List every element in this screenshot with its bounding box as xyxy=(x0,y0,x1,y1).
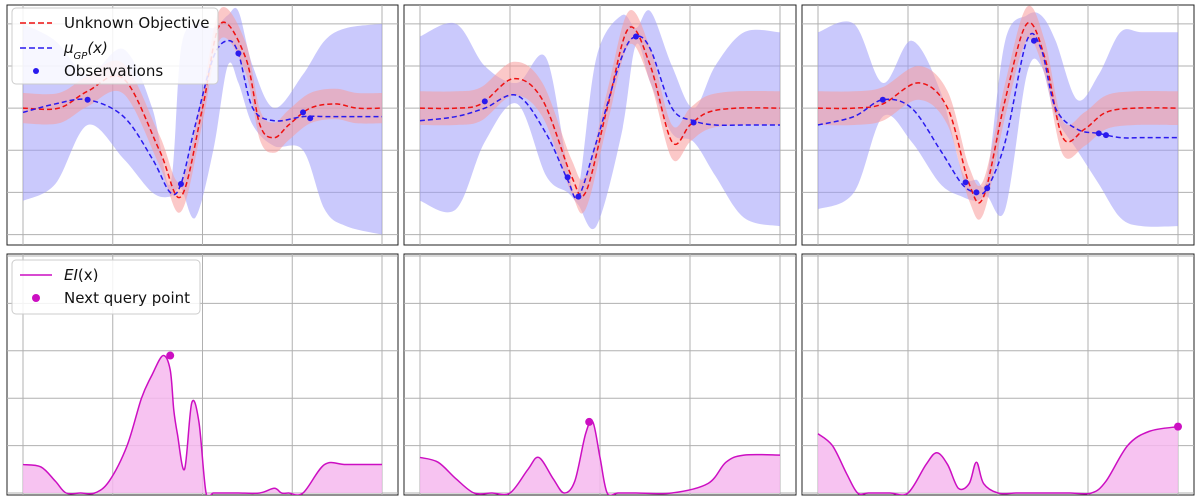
observation-point xyxy=(307,115,314,122)
observation-point xyxy=(1031,37,1037,44)
observation-point xyxy=(690,119,697,126)
objective-noise-band xyxy=(23,7,382,213)
legend-gp-mean-label: μGP(x) xyxy=(63,39,108,62)
legend-gp-mean-subscript: GP xyxy=(74,51,89,62)
panels xyxy=(6,4,1195,496)
next-query-point xyxy=(585,417,594,426)
panel-top-right xyxy=(801,4,1195,246)
panel-bottom-right xyxy=(801,253,1195,496)
legend-next-query-label: Next query point xyxy=(64,289,190,307)
gp-confidence-band xyxy=(420,10,780,230)
legend-bottom: EI(x) Next query point xyxy=(11,259,201,315)
objective-line xyxy=(419,26,781,198)
observation-point xyxy=(235,50,242,57)
legend-gp-mean-symbol: μ xyxy=(63,39,74,57)
next-query-point xyxy=(1174,422,1182,431)
observation-point xyxy=(1095,130,1102,137)
observation-point xyxy=(984,185,991,192)
legend-next-query-swatch xyxy=(32,294,40,302)
legend-ei-symbol: EI xyxy=(64,266,78,284)
legend-gp-mean-arg: (x) xyxy=(87,39,108,57)
panel-plot-area xyxy=(802,5,1194,245)
objective-noise-band xyxy=(818,5,1178,220)
observation-point xyxy=(879,96,886,103)
observation-point xyxy=(177,181,184,187)
panel-plot-area xyxy=(404,5,796,245)
observation-point xyxy=(1103,132,1109,139)
observation-point xyxy=(962,179,969,186)
observation-point xyxy=(84,96,91,103)
panel-plot-area xyxy=(802,254,1194,495)
legend-bottom-box xyxy=(11,259,201,315)
ei-area xyxy=(818,426,1178,495)
observation-point xyxy=(564,174,571,181)
legend-observations-swatch xyxy=(33,68,39,74)
observation-point xyxy=(633,33,639,40)
legend-top-box xyxy=(11,7,219,85)
ei-line xyxy=(419,419,781,495)
panel-top-middle xyxy=(403,4,797,246)
ei-line xyxy=(22,354,382,495)
next-query-point xyxy=(166,351,175,360)
legend-objective-label: Unknown Objective xyxy=(64,14,210,32)
observation-point xyxy=(973,189,980,196)
legend-ei-label: EI(x) xyxy=(64,266,99,284)
legend-top: Unknown Objective μGP(x) Observations xyxy=(11,7,219,85)
panel-plot-area xyxy=(404,254,796,495)
observation-point xyxy=(481,98,488,105)
objective-line xyxy=(817,21,1179,204)
legend-observations-label: Observations xyxy=(64,62,163,80)
legend-ei-arg: (x) xyxy=(78,266,99,284)
gp-mean-line xyxy=(419,35,780,199)
panel-plot-area xyxy=(7,254,398,495)
observation-point xyxy=(300,109,307,116)
ei-line xyxy=(817,425,1179,495)
panel-bottom-middle xyxy=(403,253,797,496)
observation-point xyxy=(575,193,582,200)
